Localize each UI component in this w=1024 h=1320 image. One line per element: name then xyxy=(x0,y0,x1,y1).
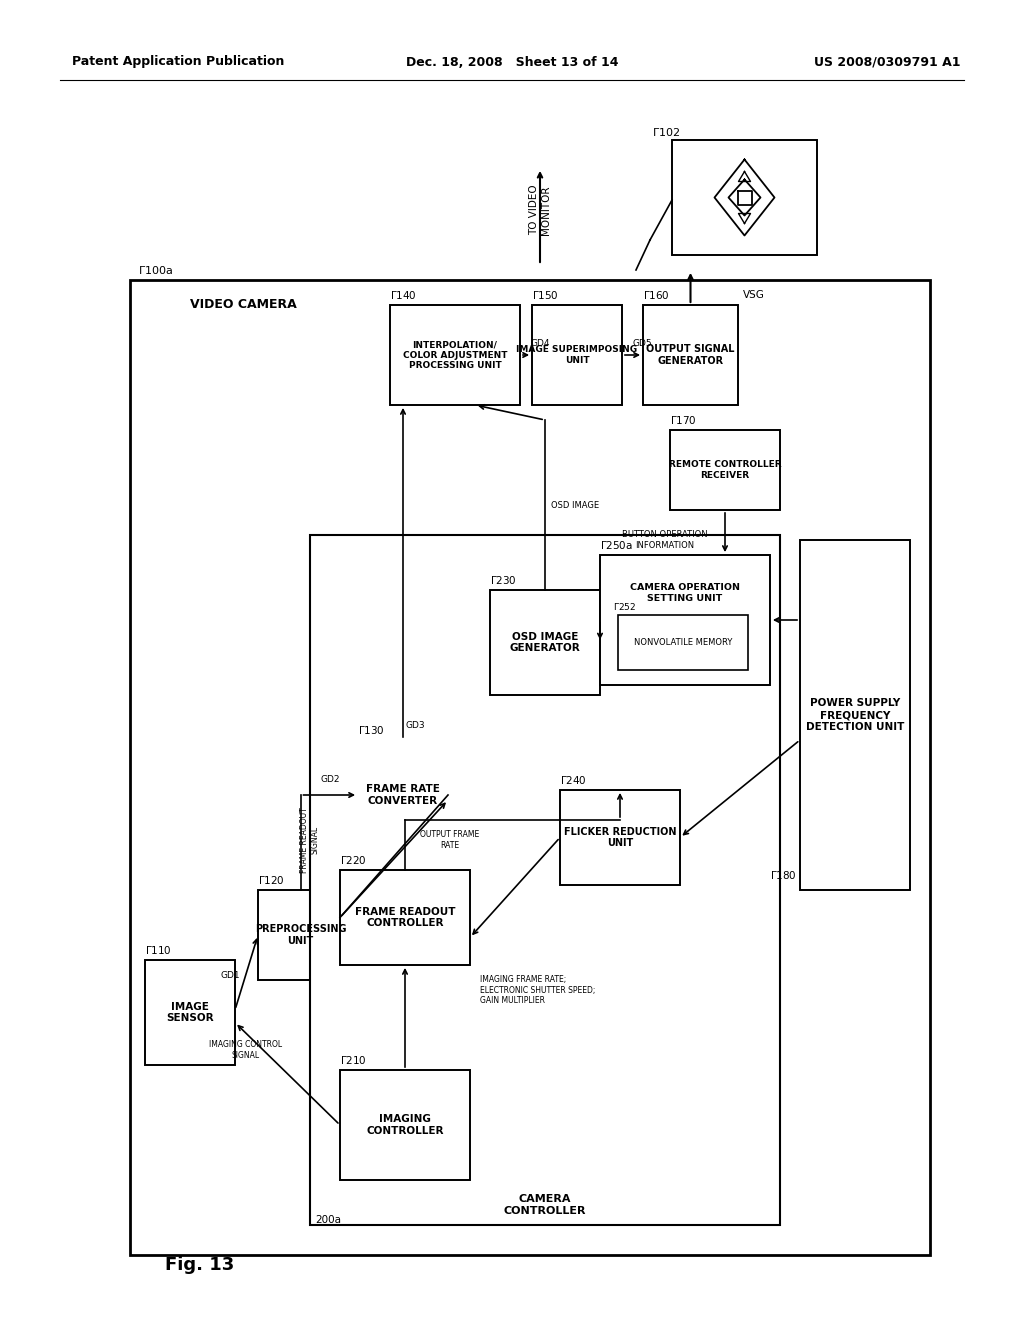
Text: PREPROCESSING
UNIT: PREPROCESSING UNIT xyxy=(255,924,346,946)
Text: $\mathsf{\Gamma}$120: $\mathsf{\Gamma}$120 xyxy=(258,874,285,886)
Text: $\mathsf{\Gamma}$170: $\mathsf{\Gamma}$170 xyxy=(670,414,697,426)
Text: FRAME READOUT
CONTROLLER: FRAME READOUT CONTROLLER xyxy=(354,907,456,928)
Text: $\mathsf{\Gamma}$110: $\mathsf{\Gamma}$110 xyxy=(145,944,172,956)
Text: $\mathsf{\Gamma}$250a: $\mathsf{\Gamma}$250a xyxy=(600,539,633,550)
Text: CAMERA OPERATION
SETTING UNIT: CAMERA OPERATION SETTING UNIT xyxy=(630,583,740,603)
Text: $\mathsf{\Gamma}$230: $\mathsf{\Gamma}$230 xyxy=(490,574,517,586)
Bar xyxy=(490,590,600,696)
Bar xyxy=(800,540,910,890)
Text: GD1: GD1 xyxy=(220,970,240,979)
Text: $\mathsf{\Gamma}$240: $\mathsf{\Gamma}$240 xyxy=(560,774,587,785)
Text: IMAGING
CONTROLLER: IMAGING CONTROLLER xyxy=(367,1114,443,1135)
Text: OSD IMAGE
GENERATOR: OSD IMAGE GENERATOR xyxy=(510,632,581,653)
Text: $\mathsf{\Gamma}$130: $\mathsf{\Gamma}$130 xyxy=(358,723,385,737)
Text: $\mathsf{\Gamma}$210: $\mathsf{\Gamma}$210 xyxy=(340,1053,367,1067)
Text: OSD IMAGE: OSD IMAGE xyxy=(551,500,599,510)
Text: INTERPOLATION/
COLOR ADJUSTMENT
PROCESSING UNIT: INTERPOLATION/ COLOR ADJUSTMENT PROCESSI… xyxy=(402,341,507,370)
Text: $\mathsf{\Gamma}$160: $\mathsf{\Gamma}$160 xyxy=(643,289,670,301)
Text: IMAGE
SENSOR: IMAGE SENSOR xyxy=(166,1002,214,1023)
Bar xyxy=(560,789,680,884)
Text: GD3: GD3 xyxy=(406,721,425,730)
Text: GD2: GD2 xyxy=(321,776,340,784)
Text: OUTPUT FRAME
RATE: OUTPUT FRAME RATE xyxy=(421,830,479,850)
Bar xyxy=(532,305,622,405)
Text: IMAGE SUPERIMPOSING
UNIT: IMAGE SUPERIMPOSING UNIT xyxy=(516,346,638,364)
Bar xyxy=(643,305,738,405)
Text: $\mathsf{\Gamma}$180: $\mathsf{\Gamma}$180 xyxy=(770,869,797,880)
Text: $\mathsf{\Gamma}$252: $\mathsf{\Gamma}$252 xyxy=(613,602,636,612)
Text: VSG: VSG xyxy=(743,290,765,300)
Bar xyxy=(672,140,817,255)
Text: Dec. 18, 2008   Sheet 13 of 14: Dec. 18, 2008 Sheet 13 of 14 xyxy=(406,55,618,69)
Text: VIDEO CAMERA: VIDEO CAMERA xyxy=(190,298,297,312)
Bar xyxy=(600,554,770,685)
Bar xyxy=(358,741,449,850)
Text: FRAME RATE
CONVERTER: FRAME RATE CONVERTER xyxy=(366,784,440,805)
Bar xyxy=(130,280,930,1255)
Text: FRAME READOUT
SIGNAL: FRAME READOUT SIGNAL xyxy=(300,807,319,873)
Text: GD5: GD5 xyxy=(632,338,652,347)
Text: $\mathsf{\Gamma}$220: $\mathsf{\Gamma}$220 xyxy=(340,854,367,866)
Bar xyxy=(145,960,234,1065)
Bar xyxy=(670,430,780,510)
Text: OUTPUT SIGNAL
GENERATOR: OUTPUT SIGNAL GENERATOR xyxy=(646,345,735,366)
Text: IMAGING FRAME RATE;
ELECTRONIC SHUTTER SPEED;
GAIN MULTIPLIER: IMAGING FRAME RATE; ELECTRONIC SHUTTER S… xyxy=(480,975,595,1005)
Text: 200a: 200a xyxy=(315,1214,341,1225)
Text: $\mathsf{\Gamma}$100a: $\mathsf{\Gamma}$100a xyxy=(138,264,173,276)
Text: CAMERA
CONTROLLER: CAMERA CONTROLLER xyxy=(504,1195,587,1216)
Text: REMOTE CONTROLLER
RECEIVER: REMOTE CONTROLLER RECEIVER xyxy=(669,461,781,479)
Text: TO VIDEO
MONITOR: TO VIDEO MONITOR xyxy=(529,185,551,235)
Bar xyxy=(618,615,748,671)
Text: $\mathsf{\Gamma}$150: $\mathsf{\Gamma}$150 xyxy=(532,289,559,301)
Text: IMAGING CONTROL
SIGNAL: IMAGING CONTROL SIGNAL xyxy=(210,1040,283,1060)
Text: GD4: GD4 xyxy=(530,338,550,347)
Text: POWER SUPPLY
FREQUENCY
DETECTION UNIT: POWER SUPPLY FREQUENCY DETECTION UNIT xyxy=(806,698,904,731)
Text: FLICKER REDUCTION
UNIT: FLICKER REDUCTION UNIT xyxy=(564,826,676,849)
Bar xyxy=(340,870,470,965)
Text: $\mathsf{\Gamma}$102: $\mathsf{\Gamma}$102 xyxy=(652,125,680,139)
Text: BUTTON OPERATION
INFORMATION: BUTTON OPERATION INFORMATION xyxy=(623,531,708,549)
Bar xyxy=(340,1071,470,1180)
Bar xyxy=(310,535,780,1225)
Text: Patent Application Publication: Patent Application Publication xyxy=(72,55,285,69)
Text: Fig. 13: Fig. 13 xyxy=(165,1257,234,1274)
Text: NONVOLATILE MEMORY: NONVOLATILE MEMORY xyxy=(634,638,732,647)
Bar xyxy=(258,890,343,979)
Bar xyxy=(390,305,520,405)
Text: US 2008/0309791 A1: US 2008/0309791 A1 xyxy=(813,55,961,69)
Text: $\mathsf{\Gamma}$140: $\mathsf{\Gamma}$140 xyxy=(390,289,417,301)
